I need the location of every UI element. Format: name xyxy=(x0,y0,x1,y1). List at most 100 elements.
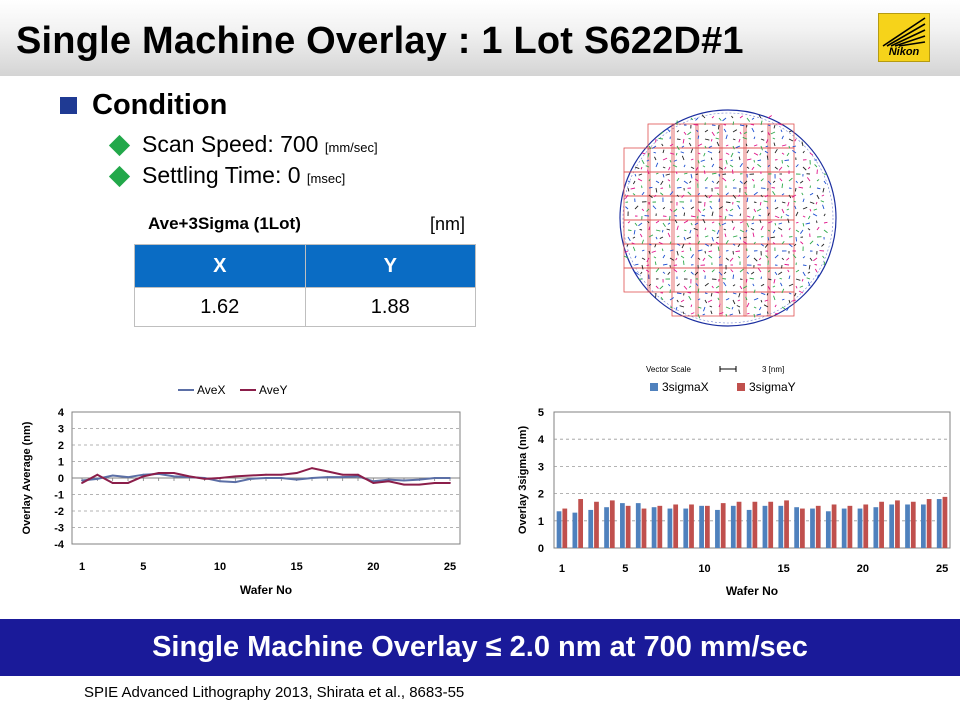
overlay-vector xyxy=(791,299,797,302)
data-point xyxy=(449,477,451,479)
overlay-vector xyxy=(760,138,765,141)
overlay-vector xyxy=(786,152,790,157)
overlay-vector xyxy=(788,243,793,248)
overlay-vector xyxy=(822,204,825,210)
overlay-vector xyxy=(780,215,783,219)
overlay-vector xyxy=(813,208,818,211)
overlay-vector xyxy=(688,295,692,301)
overlay-vector xyxy=(689,180,692,184)
data-point xyxy=(111,474,114,477)
bar-3sigmax xyxy=(746,509,752,548)
overlay-vector xyxy=(784,159,790,161)
overlay-vector xyxy=(732,284,736,287)
overlay-vector xyxy=(690,206,695,210)
overlay-vector xyxy=(800,241,804,245)
overlay-vector xyxy=(732,169,734,175)
x-tick-label: 10 xyxy=(698,563,710,575)
overlay-vector xyxy=(799,180,804,184)
overlay-vector xyxy=(676,177,680,182)
overlay-vector xyxy=(672,164,678,168)
data-point xyxy=(341,476,344,479)
overlay-vector xyxy=(795,221,799,224)
overlay-vector xyxy=(813,257,818,262)
slide-header: Single Machine Overlay : 1 Lot S622D#1 N… xyxy=(0,0,960,76)
data-point xyxy=(96,473,99,476)
overlay-vector xyxy=(746,207,750,210)
overlay-vector xyxy=(766,292,769,296)
overlay-vector xyxy=(772,180,776,184)
overlay-vector xyxy=(760,130,764,133)
y-tick-label: 1 xyxy=(538,516,544,528)
header-x: X xyxy=(134,244,306,288)
overlay-vector xyxy=(773,142,776,147)
overlay-vector xyxy=(666,128,671,133)
overlay-vector xyxy=(766,155,769,161)
overlay-vector xyxy=(718,150,721,154)
x-axis-label: Wafer No xyxy=(726,584,778,598)
overlay-vector xyxy=(683,180,688,184)
overlay-vector xyxy=(794,205,797,210)
overlay-vector xyxy=(648,194,653,199)
overlay-vector xyxy=(732,299,736,305)
overlay-vector xyxy=(757,268,762,273)
overlay-vector xyxy=(732,121,735,126)
overlay-vector xyxy=(739,163,743,168)
overlay-vector xyxy=(667,232,671,238)
y-tick-label: 2 xyxy=(58,440,64,452)
y-tick-label: 0 xyxy=(58,473,64,485)
overlay-vector xyxy=(697,159,700,164)
data-point xyxy=(387,480,390,483)
overlay-vector xyxy=(667,283,671,287)
overlay-vector xyxy=(632,180,636,185)
overlay-vector xyxy=(639,229,643,231)
overlay-vector xyxy=(718,166,724,170)
y-tick-label: 4 xyxy=(58,407,65,419)
overlay-vector xyxy=(711,236,714,242)
overlay-vector xyxy=(676,187,682,189)
overlay-vector xyxy=(655,172,659,175)
data-point xyxy=(403,483,405,486)
wafer-outline xyxy=(619,109,837,327)
overlay-vector xyxy=(753,136,756,140)
overlay-vector xyxy=(662,206,666,210)
overlay-vector xyxy=(795,211,799,217)
overlay-vector xyxy=(732,194,737,199)
overlay-vector xyxy=(676,130,680,133)
overlay-vector xyxy=(807,271,811,274)
vector-scale-label: Vector Scale xyxy=(646,365,691,374)
overlay-vector xyxy=(668,166,671,171)
condition-item-settling-time: Settling Time: 0 [msec] xyxy=(142,162,345,189)
overlay-vectors xyxy=(623,114,828,319)
overlay-vector xyxy=(738,309,741,315)
overlay-vector xyxy=(697,249,703,252)
overlay-vector xyxy=(627,229,632,232)
data-point xyxy=(157,472,160,474)
overlay-vector xyxy=(690,117,694,121)
overlay-vector xyxy=(641,152,646,155)
x-tick-label: 15 xyxy=(291,561,303,573)
overlay-vector xyxy=(721,222,727,226)
data-point xyxy=(265,473,267,476)
overlay-vector xyxy=(640,166,643,170)
overlay-vector xyxy=(723,128,727,133)
overlay-vector xyxy=(730,269,734,273)
overlay-vector xyxy=(662,222,666,227)
shot-cell xyxy=(623,267,651,293)
overlay-vector xyxy=(662,271,666,274)
overlay-vector xyxy=(648,178,651,182)
bar-3sigmay xyxy=(657,505,663,548)
bar-3sigmax xyxy=(730,505,736,548)
overlay-vector xyxy=(739,213,742,217)
scan-speed-label: Scan Speed: 700 xyxy=(142,131,325,157)
overlay-vector xyxy=(731,306,734,310)
condition-heading: Condition xyxy=(92,89,228,121)
overlay-vector xyxy=(731,115,734,119)
overlay-vector xyxy=(696,129,699,133)
overlay-vector xyxy=(655,229,661,232)
overlay-vector xyxy=(760,225,764,231)
value-x: 1.62 xyxy=(134,287,306,327)
overlay-vector xyxy=(739,131,742,135)
overlay-vector xyxy=(690,148,693,154)
overlay-vector xyxy=(630,187,636,190)
